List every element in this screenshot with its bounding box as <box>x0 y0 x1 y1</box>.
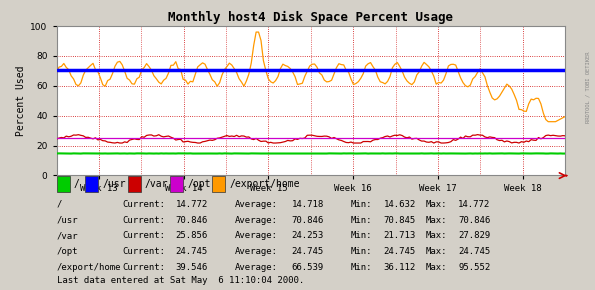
Text: Current:: Current: <box>122 247 165 256</box>
Text: /opt: /opt <box>187 179 211 189</box>
Text: 95.552: 95.552 <box>458 262 490 272</box>
Text: 24.745: 24.745 <box>384 247 416 256</box>
Text: Average:: Average: <box>235 247 278 256</box>
Text: 36.112: 36.112 <box>384 262 416 272</box>
Text: 27.829: 27.829 <box>458 231 490 240</box>
Text: 14.718: 14.718 <box>292 200 324 209</box>
Text: Current:: Current: <box>122 200 165 209</box>
Text: /var: /var <box>57 231 78 240</box>
Text: Average:: Average: <box>235 215 278 225</box>
Text: 24.745: 24.745 <box>292 247 324 256</box>
Text: RRDTOOL / TOBI OETIKER: RRDTOOL / TOBI OETIKER <box>585 51 590 123</box>
Text: Max:: Max: <box>425 231 447 240</box>
Text: 24.253: 24.253 <box>292 231 324 240</box>
Text: /export/home: /export/home <box>57 262 121 272</box>
Text: Min:: Min: <box>351 215 372 225</box>
Text: /: / <box>74 179 80 189</box>
Text: Current:: Current: <box>122 231 165 240</box>
Text: 66.539: 66.539 <box>292 262 324 272</box>
Text: Average:: Average: <box>235 262 278 272</box>
Text: Average:: Average: <box>235 200 278 209</box>
Text: /usr: /usr <box>57 215 78 225</box>
Text: 21.713: 21.713 <box>384 231 416 240</box>
Text: Current:: Current: <box>122 215 165 225</box>
Text: /var: /var <box>145 179 168 189</box>
Text: 70.845: 70.845 <box>384 215 416 225</box>
Text: 24.745: 24.745 <box>176 247 208 256</box>
Text: 70.846: 70.846 <box>458 215 490 225</box>
Text: Min:: Min: <box>351 262 372 272</box>
Text: Last data entered at Sat May  6 11:10:04 2000.: Last data entered at Sat May 6 11:10:04 … <box>57 276 304 285</box>
Text: 14.632: 14.632 <box>384 200 416 209</box>
Text: Max:: Max: <box>425 215 447 225</box>
Text: 24.745: 24.745 <box>458 247 490 256</box>
Text: Min:: Min: <box>351 247 372 256</box>
Y-axis label: Percent Used: Percent Used <box>16 66 26 136</box>
Text: 70.846: 70.846 <box>176 215 208 225</box>
Text: Max:: Max: <box>425 262 447 272</box>
Text: Max:: Max: <box>425 247 447 256</box>
Text: /: / <box>57 200 62 209</box>
Text: Max:: Max: <box>425 200 447 209</box>
Text: Min:: Min: <box>351 200 372 209</box>
Text: 14.772: 14.772 <box>458 200 490 209</box>
Text: 25.856: 25.856 <box>176 231 208 240</box>
Text: 14.772: 14.772 <box>176 200 208 209</box>
Title: Monthly host4 Disk Space Percent Usage: Monthly host4 Disk Space Percent Usage <box>168 10 453 23</box>
Text: Current:: Current: <box>122 262 165 272</box>
Text: /opt: /opt <box>57 247 78 256</box>
Text: /export/home: /export/home <box>230 179 300 189</box>
Text: /usr: /usr <box>103 179 126 189</box>
Text: 70.846: 70.846 <box>292 215 324 225</box>
Text: 39.546: 39.546 <box>176 262 208 272</box>
Text: Average:: Average: <box>235 231 278 240</box>
Text: Min:: Min: <box>351 231 372 240</box>
